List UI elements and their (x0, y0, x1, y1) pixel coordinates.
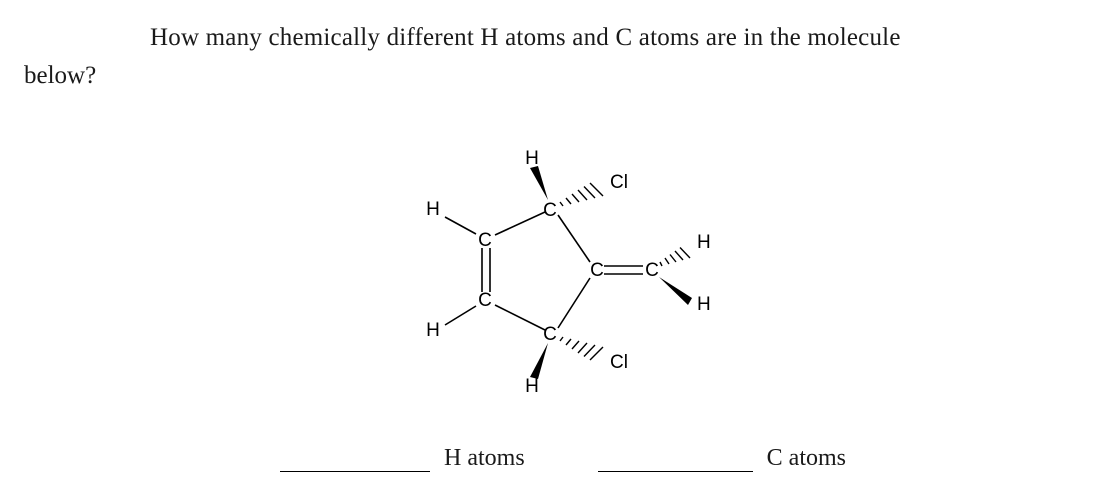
molecule-diagram: C C C C C C H Cl H H (400, 130, 720, 410)
c-atoms-blank[interactable] (598, 449, 753, 472)
svg-text:C: C (478, 290, 492, 311)
svg-text:Cl: Cl (610, 172, 628, 193)
c-atoms-label: C atoms (767, 445, 846, 472)
h-atoms-label: H atoms (444, 445, 525, 472)
svg-text:C: C (478, 230, 492, 251)
answer-row: H atoms C atoms (280, 445, 900, 485)
svg-text:H: H (525, 376, 539, 397)
page: How many chemically different H atoms an… (0, 0, 1110, 502)
question-text-line2: below? (24, 62, 96, 90)
svg-text:H: H (426, 199, 440, 220)
svg-text:Cl: Cl (610, 352, 628, 373)
question-text-line1: How many chemically different H atoms an… (150, 24, 901, 52)
svg-text:C: C (645, 260, 659, 281)
svg-text:C: C (590, 260, 604, 281)
h-atoms-blank[interactable] (280, 449, 430, 472)
svg-text:C: C (543, 324, 557, 345)
svg-text:H: H (697, 232, 711, 253)
svg-text:H: H (525, 148, 539, 169)
svg-text:C: C (543, 200, 557, 221)
svg-text:H: H (426, 320, 440, 341)
svg-text:H: H (697, 294, 711, 315)
